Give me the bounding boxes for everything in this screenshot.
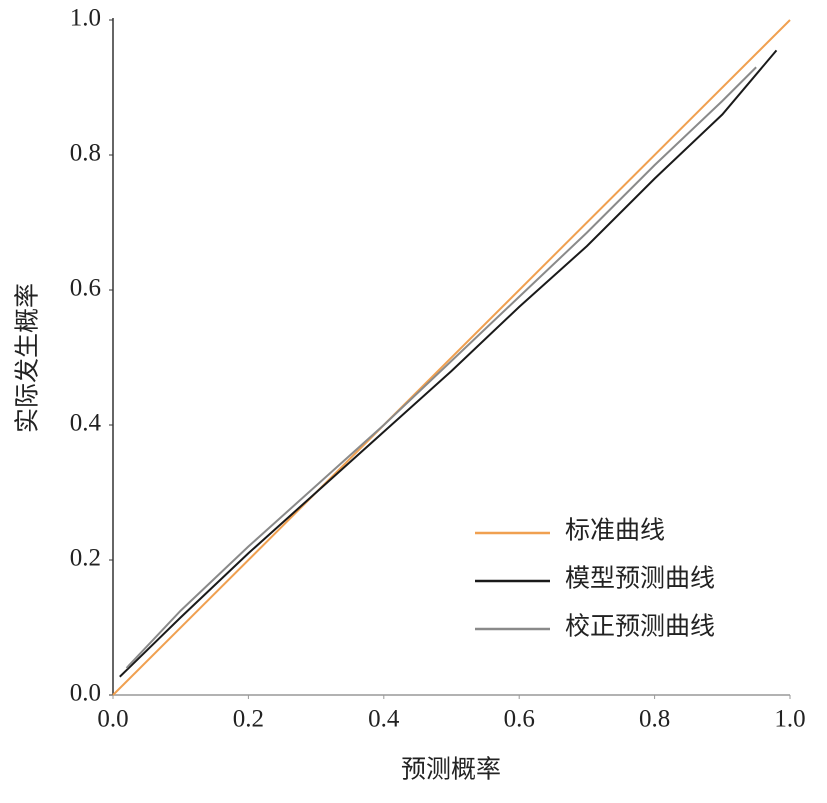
legend-label: 模型预测曲线: [565, 565, 715, 593]
legend-label: 标准曲线: [565, 517, 665, 545]
series-line: [125, 66, 757, 669]
y-axis-label: 实际发生概率: [14, 283, 42, 433]
y-tick-label: 0.4: [70, 410, 102, 437]
series-line: [112, 19, 791, 696]
legend-label: 校正预测曲线: [565, 613, 715, 641]
series-line: [119, 49, 778, 678]
x-tick-label: 0.6: [504, 706, 535, 733]
x-tick-label: 0.8: [639, 706, 670, 733]
y-tick-label: 1.0: [70, 5, 101, 32]
x-tick-label: 1.0: [774, 706, 805, 733]
x-tick-label: 0.4: [368, 706, 400, 733]
x-axis-label: 预测概率: [401, 756, 501, 784]
y-tick-label: 0.0: [70, 680, 101, 707]
x-tick-label: 0.2: [233, 706, 264, 733]
y-tick-label: 0.2: [70, 545, 101, 572]
y-tick-label: 0.6: [70, 275, 101, 302]
x-tick-label: 0.0: [97, 706, 128, 733]
y-tick-label: 0.8: [70, 140, 101, 167]
